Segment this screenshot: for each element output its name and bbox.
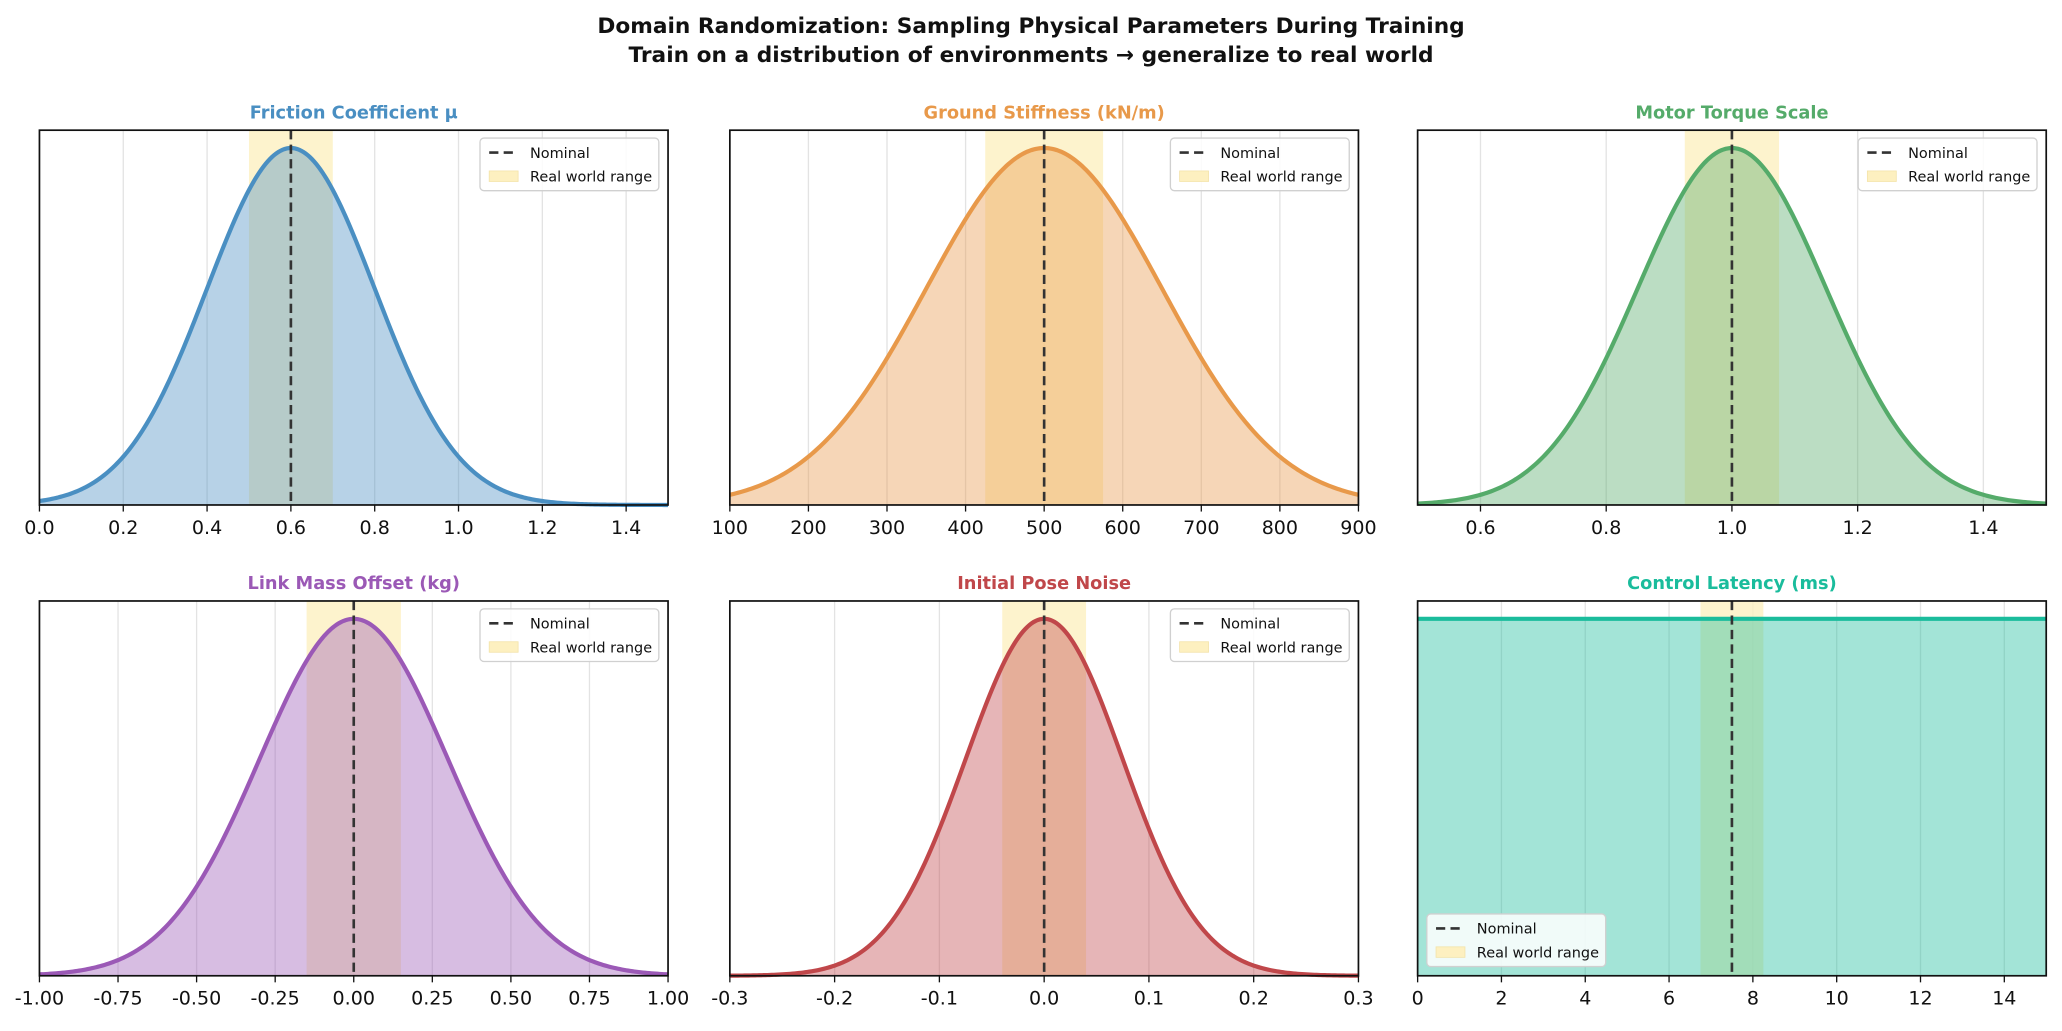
x-tick-label: 100 [712, 517, 748, 539]
x-tick-label: 0.1 [1134, 988, 1164, 1010]
x-tick-label: 0 [1412, 988, 1424, 1010]
x-tick-label: 700 [1183, 517, 1219, 539]
x-tick-label: -0.3 [711, 988, 748, 1010]
x-tick-label: 800 [1262, 517, 1298, 539]
x-tick-label: 0.0 [24, 517, 54, 539]
legend-range-swatch [1179, 641, 1209, 653]
subplot-title: Initial Pose Noise [957, 574, 1131, 594]
x-tick-label: -0.2 [816, 988, 853, 1010]
x-tick-label: 0.6 [1465, 517, 1495, 539]
density-fill [39, 148, 669, 505]
x-tick-label: 400 [947, 517, 983, 539]
subplot-title: Ground Stiffness (kN/m) [924, 103, 1165, 123]
legend-range-swatch [1866, 170, 1897, 182]
x-tick-label: 2 [1495, 988, 1507, 1010]
legend-range-label: Real world range [1220, 640, 1342, 656]
legend-nominal-label: Nominal [1220, 617, 1280, 633]
legend-range-swatch [488, 170, 519, 182]
x-tick-label: -1.00 [15, 988, 64, 1010]
figure-title-line2: Train on a distribution of environments … [628, 43, 1433, 68]
legend-range-swatch [1179, 170, 1209, 182]
legend-box [1426, 913, 1607, 968]
x-tick-label: 1.4 [611, 517, 641, 539]
legend-nominal-label: Nominal [1220, 146, 1280, 162]
x-tick-label: 0.8 [360, 517, 390, 539]
x-tick-label: 1.0 [443, 517, 473, 539]
x-tick-label: 10 [1825, 988, 1849, 1010]
x-tick-label: 0.4 [192, 517, 222, 539]
x-tick-label: -0.25 [251, 988, 300, 1010]
legend: Nominal Real world range [479, 608, 660, 663]
legend: Nominal Real world range [479, 137, 660, 192]
subplot-title: Link Mass Offset (kg) [248, 574, 460, 594]
legend-range-label: Real world range [530, 169, 652, 185]
legend: Nominal Real world range [1857, 137, 2038, 192]
legend-range-label: Real world range [530, 640, 652, 656]
x-tick-label: 0.75 [568, 988, 610, 1010]
x-tick-label: 300 [869, 517, 905, 539]
x-tick-label: 4 [1579, 988, 1591, 1010]
legend-box [479, 608, 660, 663]
x-tick-label: 900 [1340, 517, 1376, 539]
x-tick-label: 6 [1663, 988, 1675, 1010]
subplot-title: Control Latency (ms) [1627, 574, 1837, 594]
x-tick-label: 0.0 [1029, 988, 1059, 1010]
x-tick-label: 0.3 [1343, 988, 1373, 1010]
legend-box [479, 137, 660, 192]
legend-nominal-label: Nominal [1908, 146, 1968, 162]
x-tick-label: 8 [1747, 988, 1759, 1010]
subplot-5: Initial Pose Noise -0.3 -0.2 -0.1 0.0 0.1 0.2 0… [711, 574, 1373, 1010]
x-tick-label: 14 [1992, 988, 2016, 1010]
x-tick-label: 200 [790, 517, 826, 539]
x-tick-label: 0.50 [490, 988, 532, 1010]
legend-box [1857, 137, 2038, 192]
figure-title-line1: Domain Randomization: Sampling Physical … [597, 14, 1464, 39]
x-tick-label: 1.0 [1717, 517, 1747, 539]
subplot-6: Control Latency (ms) 0 2 4 6 8 10 12 14 Nominal Re… [1412, 574, 2048, 1010]
density-curve [39, 145, 669, 508]
legend-nominal-label: Nominal [1477, 922, 1537, 938]
legend-range-swatch [488, 641, 519, 653]
x-tick-label: 12 [1908, 988, 1932, 1010]
x-tick-label: 1.4 [1968, 517, 1998, 539]
x-tick-label: 0.2 [1239, 988, 1269, 1010]
legend-nominal-label: Nominal [530, 146, 590, 162]
x-tick-label: 0.00 [333, 988, 375, 1010]
x-tick-label: 600 [1105, 517, 1141, 539]
legend-box [1169, 608, 1350, 663]
legend: Nominal Real world range [1169, 608, 1350, 663]
x-tick-label: 500 [1026, 517, 1062, 539]
x-tick-label: -0.75 [93, 988, 142, 1010]
subplot-1: Friction Coefficient μ 0.0 0.2 0.4 0.6 0.8 1.0… [24, 103, 669, 539]
legend-range-swatch [1435, 946, 1466, 958]
x-tick-label: 1.2 [527, 517, 557, 539]
legend-box [1169, 137, 1350, 192]
legend: Nominal Real world range [1426, 913, 1607, 968]
subplot-2: Ground Stiffness (kN/m) 100 200 300 400 500 60… [712, 103, 1377, 539]
x-tick-label: 0.2 [108, 517, 138, 539]
legend-range-label: Real world range [1477, 945, 1599, 961]
legend-nominal-label: Nominal [530, 617, 590, 633]
x-tick-label: 0.6 [276, 517, 306, 539]
subplot-title: Motor Torque Scale [1635, 103, 1828, 123]
subplot-title: Friction Coefficient μ [250, 103, 458, 123]
subplot-4: Link Mass Offset (kg) -1.00 -0.75 -0.50 -0.2… [15, 574, 689, 1010]
axes-frame [38, 129, 669, 506]
x-tick-label: 0.25 [411, 988, 453, 1010]
axes-frame [1416, 600, 2048, 977]
x-tick-label: -0.50 [172, 988, 221, 1010]
subplot-3: Motor Torque Scale 0.6 0.8 1.0 1.2 1.4 Nominal… [1416, 103, 2048, 539]
x-tick-label: -0.1 [921, 988, 958, 1010]
legend: Nominal Real world range [1169, 137, 1350, 192]
x-tick-label: 1.00 [647, 988, 689, 1010]
x-tick-label: 1.2 [1842, 517, 1872, 539]
legend-range-label: Real world range [1220, 169, 1342, 185]
legend-range-label: Real world range [1908, 169, 2030, 185]
x-tick-label: 0.8 [1591, 517, 1621, 539]
